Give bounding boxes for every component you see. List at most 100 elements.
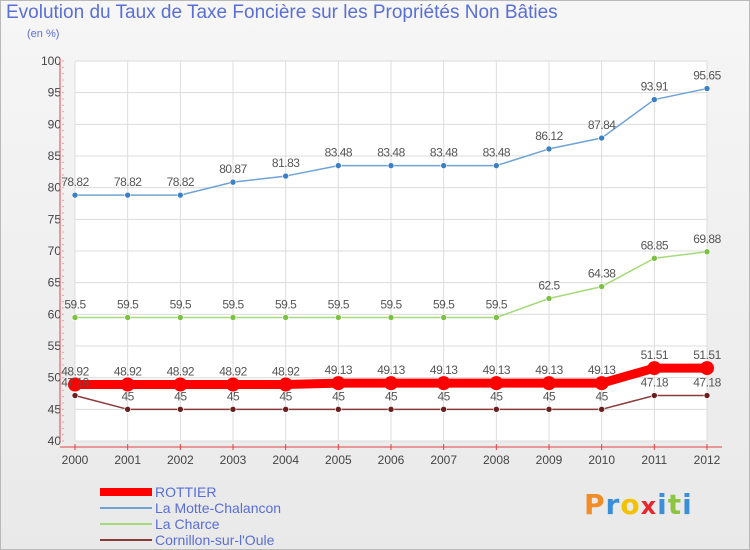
data-point: [703, 248, 711, 256]
data-point: [387, 314, 395, 321]
x-tick-label: 2005: [325, 453, 352, 467]
data-label: 45: [437, 389, 450, 403]
data-point: [651, 254, 658, 262]
y-tick-label: 65: [48, 276, 62, 290]
data-point: [229, 314, 237, 321]
data-label: 48.92: [272, 365, 300, 379]
data-label: 45: [174, 389, 187, 403]
legend-label-cornillon-sur-l-oule: Cornillon-sur-l'Oule: [155, 532, 275, 548]
logo-letter: t: [667, 488, 683, 521]
data-label: 48.92: [61, 365, 89, 379]
data-label: 59.5: [117, 298, 139, 312]
data-label: 83.48: [377, 146, 405, 160]
data-point: [436, 376, 451, 391]
data-point: [124, 314, 131, 321]
data-label: 49.13: [588, 363, 616, 377]
data-label: 47.18: [61, 376, 89, 390]
legend-swatch-cornillon-sur-l-oule: [100, 539, 152, 541]
data-label: 59.5: [222, 298, 244, 312]
x-tick-label: 2007: [430, 453, 457, 467]
data-label: 51.51: [641, 348, 669, 362]
data-label: 59.5: [328, 298, 350, 312]
data-point: [703, 85, 711, 92]
data-point: [440, 406, 447, 413]
data-point: [545, 145, 553, 153]
data-point: [282, 314, 289, 321]
data-label: 78.82: [167, 175, 195, 189]
data-label: 49.13: [430, 363, 458, 377]
y-tick-label: 70: [48, 244, 62, 258]
data-point: [68, 377, 82, 392]
logo-letter: r: [605, 488, 621, 521]
data-label: 87.84: [588, 118, 616, 132]
x-tick-label: 2002: [167, 453, 194, 467]
legend-swatch-la-motte-chalancon: [100, 507, 152, 509]
data-point: [226, 377, 240, 392]
legend-label-la-motte-chalancon: La Motte-Chalancon: [155, 500, 282, 516]
data-point: [229, 406, 237, 413]
x-tick-label: 2004: [272, 453, 299, 467]
data-point: [173, 377, 188, 392]
data-label: 45: [332, 389, 345, 403]
data-label: 45: [227, 389, 240, 403]
data-point: [331, 376, 346, 391]
data-label: 69.88: [693, 232, 721, 246]
chart-title: Evolution du Taux de Taxe Foncière sur l…: [6, 2, 558, 23]
data-label: 59.5: [275, 298, 297, 312]
data-label: 45: [279, 389, 292, 403]
legend-swatch-la-charce: [100, 523, 152, 525]
data-label: 59.5: [170, 298, 192, 312]
series-lines: [68, 85, 714, 413]
data-label: 93.91: [641, 80, 669, 94]
data-point: [598, 283, 605, 290]
data-point: [440, 162, 447, 169]
data-label: 68.85: [641, 238, 669, 252]
data-label: 59.5: [433, 298, 455, 312]
legend-swatch-rottier: [100, 488, 152, 496]
data-point: [335, 406, 342, 413]
proxiti-logo: Proxiti: [584, 488, 693, 521]
x-tick-label: 2008: [483, 453, 510, 467]
data-label: 48.92: [167, 365, 195, 379]
logo-letter: o: [620, 488, 641, 521]
x-tick-label: 2003: [220, 453, 247, 467]
x-tick-label: 2012: [694, 453, 721, 467]
data-label: 95.65: [693, 69, 721, 83]
x-tick-label: 2010: [588, 453, 615, 467]
logo-letter: i: [657, 488, 668, 521]
data-point: [594, 376, 609, 391]
logo-letter: P: [584, 488, 606, 521]
y-tick-label: 40: [48, 434, 62, 448]
line-chart: 40 45 50 55 60 65 70 75 80 85 90 95 100 2000 2001 2002 2…: [41, 54, 722, 467]
y-tick-label: 80: [48, 181, 62, 195]
data-label: 47.18: [693, 376, 721, 390]
data-point: [489, 376, 504, 391]
data-label: 59.5: [380, 298, 402, 312]
data-point: [177, 314, 184, 321]
data-label: 78.82: [61, 175, 89, 189]
data-point: [542, 376, 556, 391]
data-point: [282, 406, 289, 413]
data-point: [387, 406, 395, 413]
data-label: 83.48: [483, 146, 511, 160]
data-label: 81.83: [272, 156, 300, 170]
chart-subtitle: (en %): [27, 28, 60, 40]
data-label: 45: [385, 389, 398, 403]
data-point: [651, 392, 658, 399]
data-point: [384, 376, 398, 391]
legend-label-rottier: ROTTIER: [155, 484, 217, 500]
data-label: 64.38: [588, 267, 616, 281]
data-label: 49.13: [535, 363, 563, 377]
data-point: [120, 377, 135, 392]
y-tick-label: 60: [48, 307, 62, 321]
data-point: [545, 295, 553, 302]
y-tick-label: 85: [48, 149, 62, 163]
logo-letter: i: [682, 488, 693, 521]
y-tick-label: 90: [48, 117, 62, 131]
data-point: [647, 361, 662, 376]
data-point: [71, 314, 79, 321]
data-point: [124, 406, 131, 413]
data-label: 45: [543, 389, 556, 403]
data-label: 59.5: [486, 298, 508, 312]
y-tick-label: 50: [48, 371, 62, 385]
